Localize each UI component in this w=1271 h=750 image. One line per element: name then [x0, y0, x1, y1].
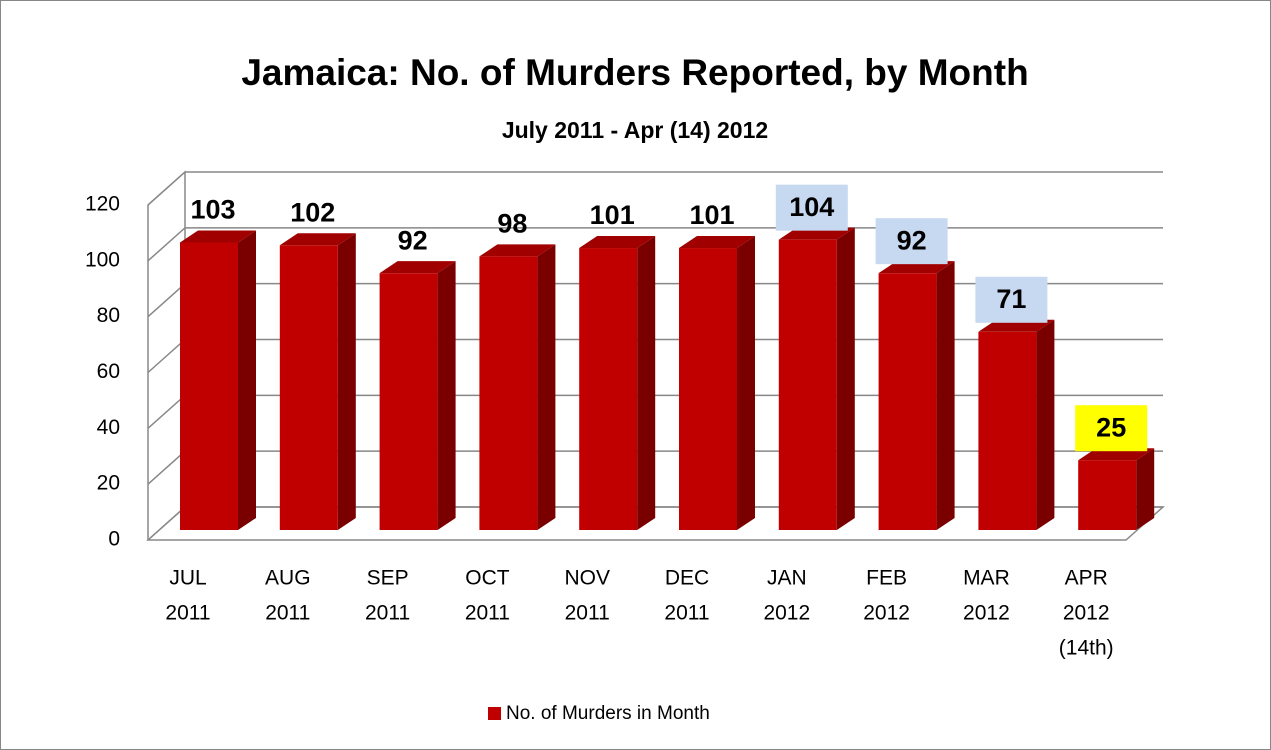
x-tick-label: 2012: [763, 602, 810, 625]
bar-side: [337, 233, 356, 530]
x-tick-label: OCT: [465, 567, 510, 590]
legend-swatch: [488, 707, 501, 720]
x-tick-label: 2012: [863, 602, 910, 625]
bar-front: [778, 239, 837, 530]
x-tick-label: 2011: [365, 602, 410, 625]
x-tick-label: 2011: [664, 602, 709, 625]
chart-title: Jamaica: No. of Murders Reported, by Mon…: [241, 52, 1028, 93]
chart-subtitle: July 2011 - Apr (14) 2012: [502, 117, 768, 143]
bar: [579, 236, 656, 530]
bar: [379, 261, 456, 530]
y-tick-label: 100: [85, 248, 120, 271]
x-tick-label: SEP: [367, 567, 409, 590]
x-tick-label: (14th): [1059, 637, 1114, 660]
bar-front: [379, 273, 438, 530]
x-tick-label: NOV: [564, 567, 610, 590]
data-label: 102: [290, 197, 335, 227]
x-tick-label: APR: [1065, 567, 1108, 590]
data-label: 103: [190, 195, 235, 225]
data-label: 101: [689, 200, 734, 230]
data-label: 104: [789, 192, 834, 222]
y-tick-label: 0: [108, 528, 120, 551]
bar-front: [878, 273, 937, 530]
y-tick-label: 120: [85, 193, 120, 216]
bar-front: [1078, 460, 1137, 530]
data-label: 101: [590, 200, 635, 230]
y-tick-label: 80: [97, 304, 120, 327]
x-tick-label: JUL: [169, 567, 206, 590]
x-tick-label: 2011: [165, 602, 210, 625]
bar-side: [437, 261, 456, 530]
grid-line: [147, 171, 1163, 206]
bar-side: [537, 244, 556, 530]
x-tick-label: 2012: [1063, 602, 1110, 625]
data-label-highlight: [775, 184, 848, 231]
bar: [778, 227, 855, 530]
x-tick-label: JAN: [767, 567, 807, 590]
bar: [679, 236, 755, 530]
bar: [479, 244, 556, 530]
bar-top: [180, 230, 256, 243]
legend-label: No. of Murders in Month: [506, 703, 710, 724]
data-label: 98: [497, 209, 527, 239]
bar-front: [279, 245, 338, 530]
bar-top: [479, 244, 556, 257]
x-tick-label: 2011: [465, 602, 510, 625]
bar-front: [978, 331, 1037, 530]
bar: [180, 230, 256, 531]
x-tick-label: 2011: [565, 602, 610, 625]
x-tick-label: MAR: [963, 567, 1010, 590]
x-tick-label: AUG: [265, 567, 311, 590]
bar-side: [1036, 319, 1055, 530]
data-label-highlight: [875, 218, 948, 265]
bar-top: [279, 233, 356, 246]
data-label: 92: [897, 225, 927, 255]
x-tick-label: 2011: [265, 602, 310, 625]
bar-top: [679, 236, 755, 249]
bar-front: [479, 256, 538, 530]
bar-side: [238, 230, 256, 531]
bar: [878, 261, 955, 530]
data-label: 92: [398, 225, 428, 255]
bar-side: [1136, 448, 1155, 530]
bar-side: [737, 236, 755, 530]
x-tick-label: FEB: [866, 567, 907, 590]
bar-front: [679, 248, 737, 530]
data-label-highlight: [975, 276, 1048, 323]
x-tick-label: 2012: [963, 602, 1010, 625]
data-label: 25: [1096, 412, 1126, 442]
bar-side: [836, 227, 855, 530]
bar-side: [936, 261, 955, 530]
bar: [1078, 448, 1155, 530]
y-tick-label: 20: [97, 472, 120, 495]
y-tick-label: 60: [97, 360, 120, 383]
bar-front: [579, 248, 638, 530]
x-tick-label: DEC: [665, 567, 709, 590]
bar: [279, 233, 356, 530]
bar-top: [579, 236, 656, 249]
bar-top: [379, 261, 456, 274]
data-label-highlight: [1075, 405, 1148, 452]
data-label: 71: [996, 284, 1026, 314]
bar-front: [180, 242, 238, 531]
y-tick-label: 40: [97, 416, 120, 439]
bar: [978, 319, 1055, 530]
bar-side: [637, 236, 656, 530]
